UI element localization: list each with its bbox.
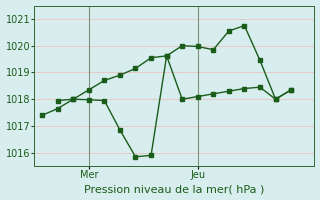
X-axis label: Pression niveau de la mer( hPa ): Pression niveau de la mer( hPa ) (84, 184, 265, 194)
